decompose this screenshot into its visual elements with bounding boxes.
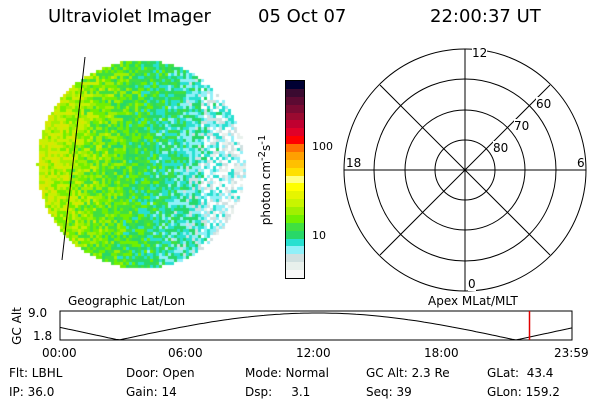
polar-label-6: 6 (577, 156, 585, 170)
x-tick-0600: 06:00 (168, 346, 203, 360)
ring-label-60: 60 (536, 97, 552, 111)
altitude-curve (59, 312, 573, 341)
filter-status: Flt: LBHL (9, 366, 63, 380)
y-min-label: 1.8 (33, 329, 53, 343)
gain-status: Gain: 14 (126, 385, 177, 399)
colorbar-swatch (286, 151, 304, 160)
ring-label-70: 70 (514, 119, 530, 133)
polar-diag-2 (379, 84, 551, 256)
colorbar-swatch (286, 238, 304, 247)
colorbar-swatch (286, 191, 304, 200)
gc-alt-axis-label: GC Alt (10, 307, 24, 345)
x-tick-0000: 00:00 (42, 346, 77, 360)
uv-auroral-image (30, 52, 250, 277)
colorbar-swatch (286, 88, 304, 97)
instrument-title: Ultraviolet Imager (48, 6, 211, 27)
mode-status: Mode: Normal (245, 366, 329, 380)
door-status: Door: Open (126, 366, 195, 380)
apex-label: Apex MLat/MLT (428, 294, 518, 308)
geographic-label: Geographic Lat/Lon (68, 294, 186, 308)
glon-status: GLon: 159.2 (487, 385, 560, 399)
polar-label-12: 12 (472, 46, 488, 60)
x-tick-1200: 12:00 (296, 346, 331, 360)
colorbar-swatch (286, 81, 304, 89)
colorbar-swatch (286, 183, 304, 192)
gc-alt-status: GC Alt: 2.3 Re (366, 366, 450, 380)
colorbar-swatch (286, 136, 304, 144)
colorbar-swatch (286, 104, 304, 113)
colorbar-swatch (286, 222, 304, 231)
color-scale-bar (285, 80, 305, 279)
colorbar-swatch (286, 230, 304, 239)
polar-grid (343, 48, 587, 292)
colorbar-swatch (286, 167, 304, 176)
colorbar-swatch (286, 199, 304, 207)
colorbar-swatch (286, 144, 304, 152)
x-tick-2359: 23:59 (554, 346, 589, 360)
colorbar-swatch (286, 159, 304, 168)
polar-label-0: 0 (468, 277, 476, 291)
y-max-label: 9.0 (28, 306, 48, 320)
colorbar-swatch (286, 214, 304, 223)
ring-label-80: 80 (493, 141, 509, 155)
colorbar-swatch (286, 120, 304, 129)
time-label: 22:00:37 UT (430, 6, 541, 27)
x-tick-1800: 18:00 (424, 346, 459, 360)
colorbar-swatch (286, 96, 304, 105)
glat-status: GLat: 43.4 (487, 366, 554, 380)
terminator-line (61, 56, 86, 261)
timeline-box (59, 310, 573, 341)
seq-status: Seq: 39 (366, 385, 412, 399)
date-label: 05 Oct 07 (258, 6, 347, 27)
colorbar-swatch (286, 246, 304, 255)
colorbar-swatch (286, 254, 304, 263)
colorbar-swatch (286, 262, 304, 270)
colorbar-swatch (286, 175, 304, 184)
colorbar-swatch (286, 128, 304, 137)
colorbar-swatch (286, 207, 304, 215)
colorbar-swatch (286, 270, 304, 278)
polar-label-18: 18 (346, 156, 362, 170)
dsp-status: Dsp: 3.1 (245, 385, 311, 399)
ip-status: IP: 36.0 (9, 385, 55, 399)
colorbar-tick-10: 10 (312, 229, 326, 242)
colorbar-swatch (286, 112, 304, 121)
colorbar-tick-100: 100 (312, 140, 333, 153)
